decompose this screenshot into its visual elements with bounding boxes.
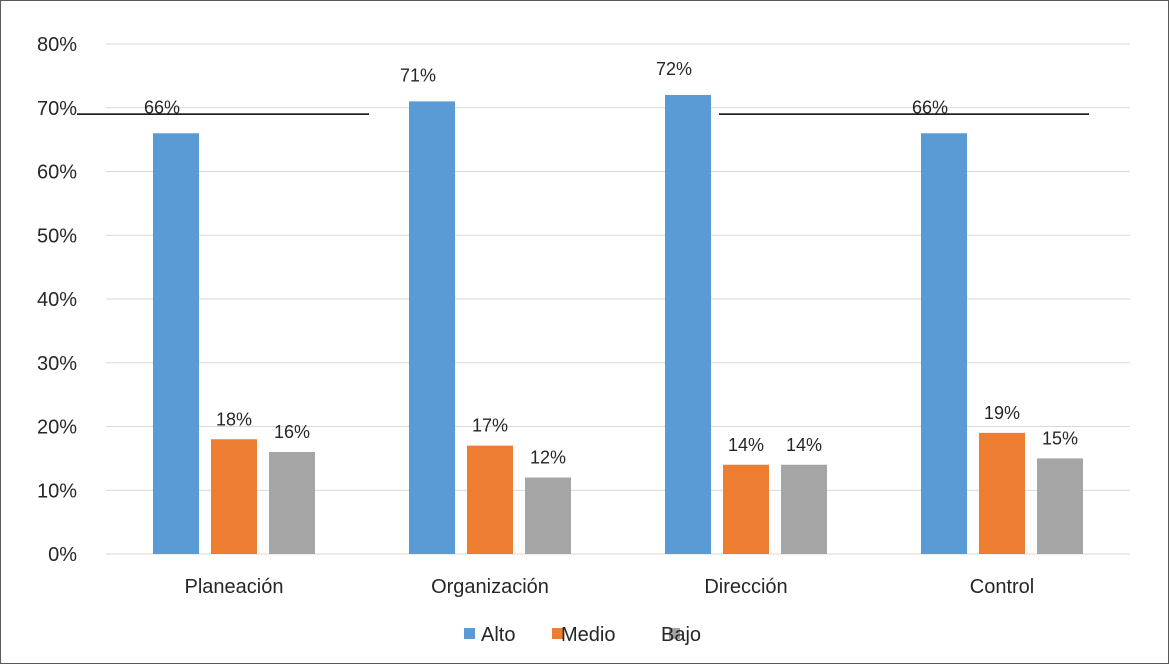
legend-swatch-alto: [464, 628, 475, 639]
bar-alto-0: [153, 133, 199, 554]
category-label: Dirección: [704, 576, 787, 598]
legend: Alto Medio Bajo: [464, 624, 701, 646]
data-label-alto-3: 66%: [912, 97, 948, 117]
y-axis-tick-labels: 0% 10% 20% 30% 40% 50% 60% 70% 80%: [37, 34, 77, 566]
data-labels: 66% 18% 16% 71% 17% 12% 72% 14% 14% 66% 19% 15%: [144, 59, 1078, 468]
y-tick-label: 60%: [37, 162, 77, 184]
data-label-bajo-1: 12%: [530, 448, 566, 468]
data-label-alto-2: 72%: [656, 59, 692, 79]
y-tick-label: 70%: [37, 98, 77, 120]
data-label-bajo-2: 14%: [786, 435, 822, 455]
legend-label-alto: Alto: [481, 624, 515, 646]
y-tick-label: 10%: [37, 480, 77, 502]
bar-medio-3: [979, 432, 1025, 554]
y-tick-label: 30%: [37, 353, 77, 375]
data-label-medio-1: 17%: [472, 416, 508, 436]
legend-swatch-medio: [552, 628, 563, 639]
bar-bajo-2: [781, 464, 827, 554]
y-tick-label: 50%: [37, 225, 77, 247]
bar-alto-2: [665, 95, 711, 554]
bar-medio-0: [211, 439, 257, 554]
legend-label-bajo: Bajo: [661, 624, 701, 646]
bar-medio-2: [723, 464, 769, 554]
bars: [153, 95, 1083, 554]
bar-bajo-0: [269, 452, 315, 554]
bar-alto-3: [921, 133, 967, 554]
data-label-medio-2: 14%: [728, 435, 764, 455]
legend-swatch-bajo: [669, 628, 680, 639]
bar-bajo-3: [1037, 458, 1083, 554]
gridlines: [106, 43, 1130, 555]
y-tick-label: 40%: [37, 289, 77, 311]
bar-bajo-1: [525, 477, 571, 554]
category-label: Control: [970, 576, 1034, 598]
data-label-alto-0: 66%: [144, 97, 180, 117]
bar-alto-1: [409, 101, 455, 554]
data-label-medio-3: 19%: [984, 403, 1020, 423]
data-label-alto-1: 71%: [400, 65, 436, 85]
category-label: Planeación: [185, 576, 284, 598]
y-tick-label: 0%: [48, 544, 77, 566]
data-label-bajo-3: 15%: [1042, 428, 1078, 448]
y-tick-label: 80%: [37, 34, 77, 56]
legend-label-medio: Medio: [561, 624, 615, 646]
y-tick-label: 20%: [37, 417, 77, 439]
category-label: Organización: [431, 576, 549, 598]
x-axis-category-labels: Planeación Organización Dirección Control: [185, 576, 1035, 598]
bar-medio-1: [467, 445, 513, 554]
data-label-bajo-0: 16%: [274, 422, 310, 442]
data-label-medio-0: 18%: [216, 409, 252, 429]
